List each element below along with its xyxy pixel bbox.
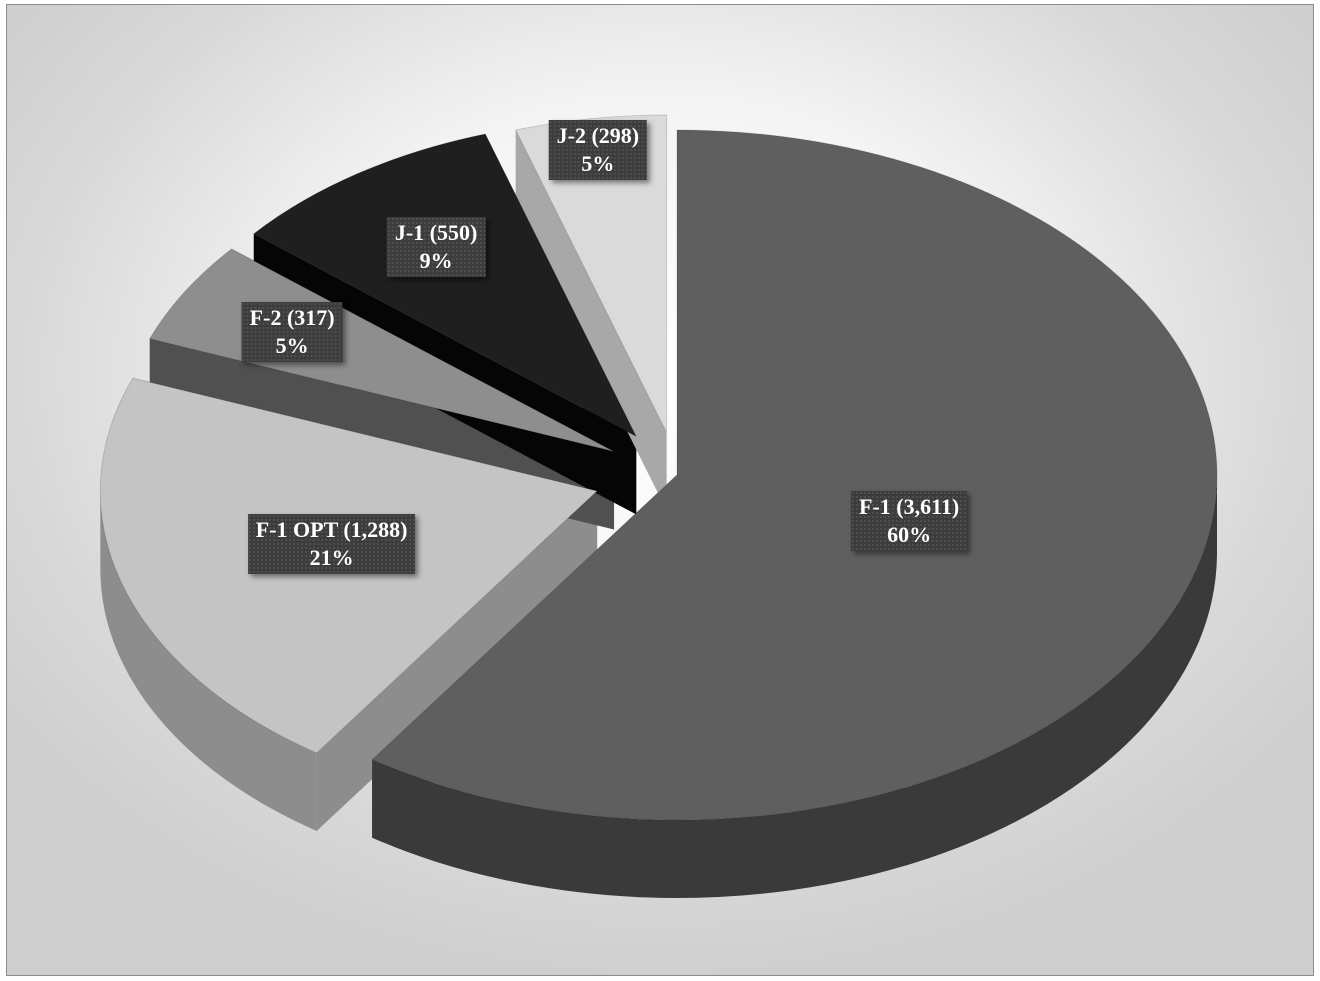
data-label-percent: 60% (887, 521, 932, 547)
pie-chart (99, 114, 1218, 898)
data-label-category: F-2 (317) (249, 304, 335, 330)
data-label-percent: 5% (275, 332, 309, 358)
pie-slice-f-2 (148, 248, 615, 453)
pie-slice-side-f-1 (372, 476, 1217, 898)
pie-slice-f-1 (371, 129, 1218, 821)
pie-slice-side-f-1-opt (100, 492, 317, 831)
data-label-f-1: F-1 (3,611) 60% (851, 490, 968, 551)
data-label-category: F-1 OPT (1,288) (255, 517, 408, 543)
data-label-j-1: J-1 (550) 9% (386, 216, 486, 277)
data-label-category: J-2 (298) (556, 123, 640, 149)
data-label-category: J-1 (550) (394, 219, 478, 245)
pie-slice-j-1 (252, 133, 638, 438)
data-label-j-2: J-2 (298) 5% (548, 120, 648, 181)
data-label-category: F-1 (3,611) (859, 493, 960, 519)
data-label-f-1-opt: F-1 OPT (1,288) 21% (247, 514, 416, 575)
data-label-f-2: F-2 (317) 5% (241, 301, 343, 362)
pie-slice-wall-f-1-opt-0 (316, 490, 598, 831)
data-label-percent: 5% (581, 151, 615, 177)
data-label-percent: 9% (419, 247, 453, 273)
pie-slice-j-2 (514, 114, 668, 433)
chart-area: F-1 (3,611) 60% F-1 OPT (1,288) 21% F-2 (317… (6, 4, 1314, 976)
pie-slice-wall-j-2-0 (515, 129, 667, 511)
data-label-percent: 21% (309, 545, 354, 571)
